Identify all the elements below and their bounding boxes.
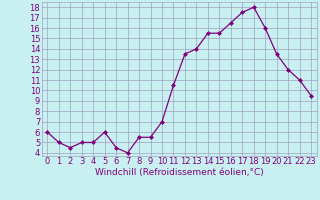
X-axis label: Windchill (Refroidissement éolien,°C): Windchill (Refroidissement éolien,°C) <box>95 168 264 177</box>
